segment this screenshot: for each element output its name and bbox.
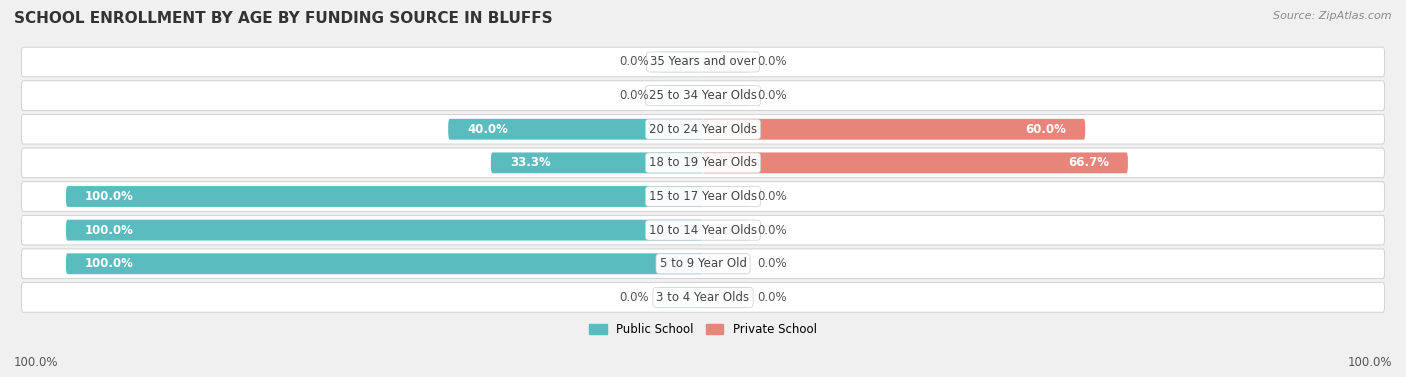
FancyBboxPatch shape	[491, 152, 703, 173]
Text: 0.0%: 0.0%	[619, 55, 648, 69]
Text: 100.0%: 100.0%	[86, 224, 134, 237]
FancyBboxPatch shape	[703, 253, 748, 274]
Text: 100.0%: 100.0%	[1347, 357, 1392, 369]
FancyBboxPatch shape	[703, 119, 1085, 139]
Text: 10 to 14 Year Olds: 10 to 14 Year Olds	[650, 224, 756, 237]
Text: 0.0%: 0.0%	[758, 291, 787, 304]
Text: 25 to 34 Year Olds: 25 to 34 Year Olds	[650, 89, 756, 102]
Text: 40.0%: 40.0%	[467, 123, 508, 136]
Text: 0.0%: 0.0%	[758, 257, 787, 270]
FancyBboxPatch shape	[21, 47, 1385, 77]
FancyBboxPatch shape	[66, 253, 703, 274]
FancyBboxPatch shape	[658, 287, 703, 308]
Text: 18 to 19 Year Olds: 18 to 19 Year Olds	[650, 156, 756, 169]
Text: Source: ZipAtlas.com: Source: ZipAtlas.com	[1274, 11, 1392, 21]
Text: 33.3%: 33.3%	[510, 156, 551, 169]
Legend: Public School, Private School: Public School, Private School	[585, 318, 821, 340]
Text: 0.0%: 0.0%	[619, 89, 648, 102]
Text: 15 to 17 Year Olds: 15 to 17 Year Olds	[650, 190, 756, 203]
FancyBboxPatch shape	[703, 152, 1128, 173]
Text: 35 Years and over: 35 Years and over	[650, 55, 756, 69]
Text: 66.7%: 66.7%	[1067, 156, 1109, 169]
Text: 5 to 9 Year Old: 5 to 9 Year Old	[659, 257, 747, 270]
FancyBboxPatch shape	[703, 220, 748, 241]
Text: 100.0%: 100.0%	[14, 357, 59, 369]
FancyBboxPatch shape	[21, 249, 1385, 279]
FancyBboxPatch shape	[21, 81, 1385, 110]
FancyBboxPatch shape	[21, 283, 1385, 312]
FancyBboxPatch shape	[703, 287, 748, 308]
FancyBboxPatch shape	[703, 186, 748, 207]
FancyBboxPatch shape	[21, 182, 1385, 211]
FancyBboxPatch shape	[21, 215, 1385, 245]
FancyBboxPatch shape	[703, 52, 748, 72]
FancyBboxPatch shape	[66, 186, 703, 207]
Text: 3 to 4 Year Olds: 3 to 4 Year Olds	[657, 291, 749, 304]
FancyBboxPatch shape	[703, 85, 748, 106]
FancyBboxPatch shape	[66, 220, 703, 241]
FancyBboxPatch shape	[658, 85, 703, 106]
Text: 100.0%: 100.0%	[86, 257, 134, 270]
FancyBboxPatch shape	[658, 52, 703, 72]
FancyBboxPatch shape	[449, 119, 703, 139]
FancyBboxPatch shape	[21, 148, 1385, 178]
Text: SCHOOL ENROLLMENT BY AGE BY FUNDING SOURCE IN BLUFFS: SCHOOL ENROLLMENT BY AGE BY FUNDING SOUR…	[14, 11, 553, 26]
Text: 0.0%: 0.0%	[758, 55, 787, 69]
Text: 0.0%: 0.0%	[758, 89, 787, 102]
Text: 0.0%: 0.0%	[619, 291, 648, 304]
Text: 100.0%: 100.0%	[86, 190, 134, 203]
Text: 0.0%: 0.0%	[758, 190, 787, 203]
FancyBboxPatch shape	[21, 115, 1385, 144]
Text: 60.0%: 60.0%	[1025, 123, 1066, 136]
Text: 20 to 24 Year Olds: 20 to 24 Year Olds	[650, 123, 756, 136]
Text: 0.0%: 0.0%	[758, 224, 787, 237]
